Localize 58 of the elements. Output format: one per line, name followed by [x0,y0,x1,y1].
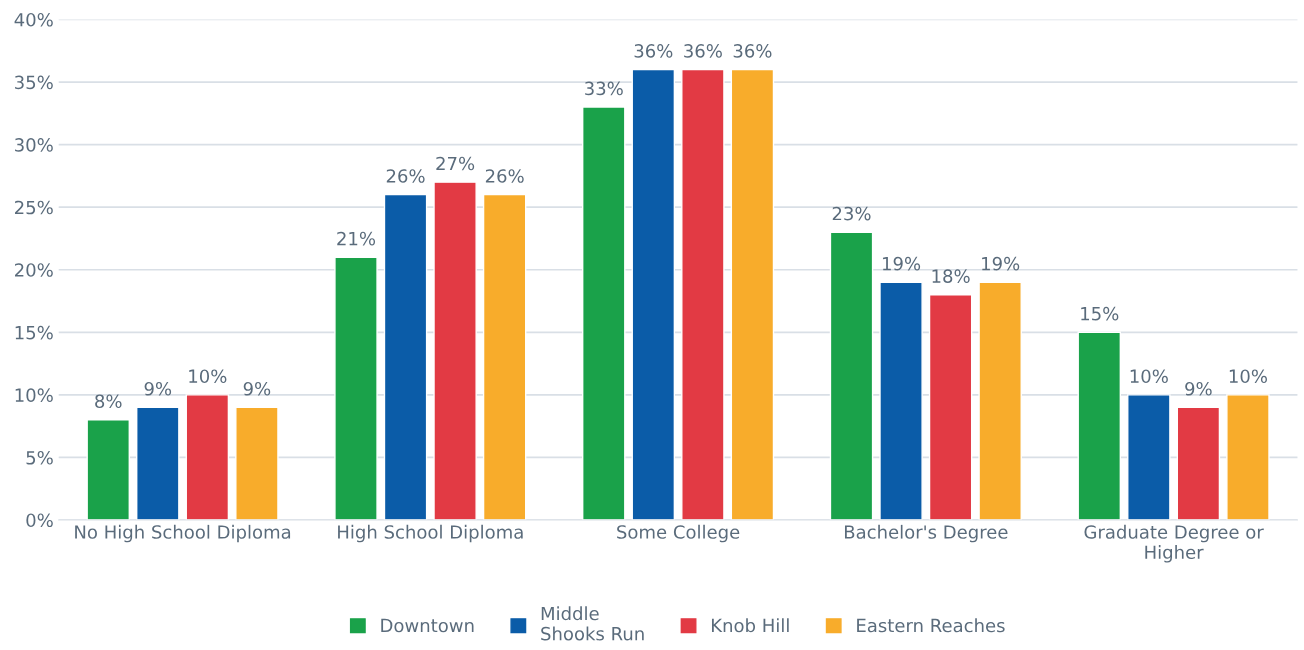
data-label: 9% [243,381,271,396]
x-tick-label: Bachelor's Degree [844,524,1008,543]
data-label: 10% [1229,369,1267,384]
data-label: 21% [337,231,376,246]
y-tick-label: 20% [15,263,53,277]
y-tick-label: 35% [15,75,53,90]
bar [879,281,923,520]
data-label: 19% [982,256,1020,271]
bar [1176,406,1221,520]
y-tick-label: 10% [15,388,53,402]
y-tick-label: 30% [15,138,53,152]
bar [829,231,874,520]
data-label: 23% [832,206,871,221]
bar [136,406,180,520]
legend-label: Eastern Reaches [857,618,1005,633]
bar [334,256,378,520]
data-label: 26% [386,169,425,183]
bar [433,181,477,520]
x-tick-label: Some College [617,524,740,543]
bar [482,193,527,520]
data-label: 36% [684,44,722,58]
bar [730,68,775,520]
data-label: 18% [932,269,970,283]
legend-label: Downtown [381,618,474,633]
bar [1226,394,1270,520]
x-tick-label: No High School Diploma [75,524,291,543]
bar [978,281,1022,520]
bar [581,106,626,520]
data-label: 36% [733,44,772,58]
bar [928,294,973,520]
data-label: 10% [1130,369,1168,384]
bar [86,419,130,520]
x-tick-label: Graduate Degree or Higher [1084,524,1264,563]
bar [185,394,230,520]
data-label: 9% [144,381,172,396]
bar [383,193,428,520]
bar [631,68,676,520]
data-label: 10% [189,369,227,384]
y-tick-label: 15% [15,325,53,340]
y-tick-label: 5% [26,450,53,465]
data-label: 36% [634,44,673,58]
data-label: 19% [882,256,921,271]
data-label: 26% [485,169,524,183]
data-label: 33% [585,81,623,96]
bar [681,68,725,520]
legend-label: Knob Hill [712,618,789,633]
data-label: 27% [436,156,475,171]
bar [235,406,279,520]
data-label: 9% [1185,381,1212,396]
legend-label: Middle Shooks Run [541,606,644,641]
bar [1077,331,1122,520]
x-tick-label: High School Diploma [338,524,523,543]
bar [1127,394,1171,520]
data-label: 8% [95,394,122,409]
y-tick-label: 25% [15,200,53,215]
data-label: 15% [1081,306,1119,321]
y-tick-label: 0% [26,513,53,528]
y-tick-label: 40% [14,12,53,27]
